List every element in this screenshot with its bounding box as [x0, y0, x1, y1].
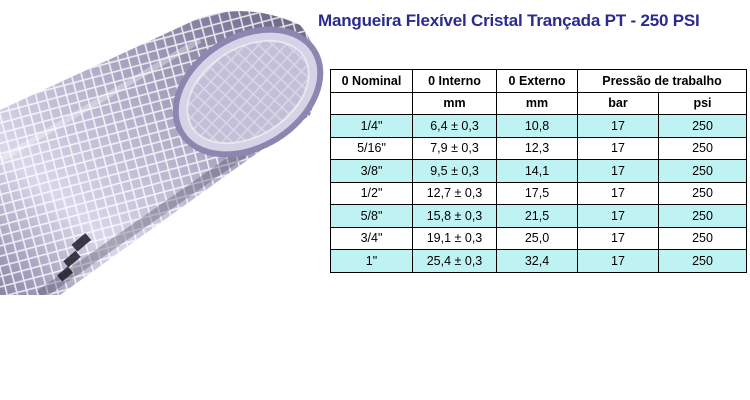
cell-psi: 250 [658, 204, 747, 228]
cell-internal: 6,4 ± 0,3 [412, 114, 497, 138]
table-units-row: mm mm bar psi [330, 91, 747, 115]
table-header-row: 0 Nominal 0 Interno 0 Externo Pressão de… [330, 69, 747, 93]
cell-external: 32,4 [496, 249, 578, 273]
cell-bar: 17 [577, 114, 659, 138]
cell-nominal: 1/2" [330, 181, 413, 205]
cell-internal: 7,9 ± 0,3 [412, 136, 497, 160]
cell-psi: 250 [658, 114, 747, 138]
cell-external: 21,5 [496, 204, 578, 228]
cell-external: 10,8 [496, 114, 578, 138]
cell-psi: 250 [658, 249, 747, 273]
cell-bar: 17 [577, 136, 659, 160]
cell-psi: 250 [658, 159, 747, 183]
cell-nominal: 3/4" [330, 226, 413, 250]
table-row: 1/2" 12,7 ± 0,3 17,5 17 250 [330, 181, 747, 205]
cell-psi: 250 [658, 226, 747, 250]
cell-bar: 17 [577, 226, 659, 250]
cell-internal: 9,5 ± 0,3 [412, 159, 497, 183]
cell-bar: 17 [577, 249, 659, 273]
hose-photo [0, 11, 324, 295]
unit-psi: psi [658, 91, 747, 115]
cell-external: 12,3 [496, 136, 578, 160]
unit-external: mm [496, 91, 578, 115]
cell-bar: 17 [577, 181, 659, 205]
cell-internal: 25,4 ± 0,3 [412, 249, 497, 273]
spec-table: 0 Nominal 0 Interno 0 Externo Pressão de… [330, 69, 747, 273]
cell-internal: 15,8 ± 0,3 [412, 204, 497, 228]
cell-external: 17,5 [496, 181, 578, 205]
table-row: 3/4" 19,1 ± 0,3 25,0 17 250 [330, 226, 747, 250]
cell-nominal: 5/16" [330, 136, 413, 160]
table-row: 1" 25,4 ± 0,3 32,4 17 250 [330, 249, 747, 273]
header-external: 0 Externo [496, 69, 578, 93]
cell-psi: 250 [658, 181, 747, 205]
table-row: 3/8" 9,5 ± 0,3 14,1 17 250 [330, 159, 747, 183]
unit-internal: mm [412, 91, 497, 115]
cell-bar: 17 [577, 159, 659, 183]
cell-external: 25,0 [496, 226, 578, 250]
page-title: Mangueira Flexível Cristal Trançada PT -… [318, 11, 700, 30]
header-pressure: Pressão de trabalho [577, 69, 747, 93]
cell-external: 14,1 [496, 159, 578, 183]
header-nominal: 0 Nominal [330, 69, 413, 93]
cell-nominal: 1/4" [330, 114, 413, 138]
table-row: 1/4" 6,4 ± 0,3 10,8 17 250 [330, 114, 747, 138]
cell-internal: 19,1 ± 0,3 [412, 226, 497, 250]
cell-nominal: 1" [330, 249, 413, 273]
header-internal: 0 Interno [412, 69, 497, 93]
cell-nominal: 5/8" [330, 204, 413, 228]
unit-nominal [330, 91, 413, 115]
cell-psi: 250 [658, 136, 747, 160]
cell-internal: 12,7 ± 0,3 [412, 181, 497, 205]
cell-bar: 17 [577, 204, 659, 228]
table-row: 5/16" 7,9 ± 0,3 12,3 17 250 [330, 136, 747, 160]
unit-bar: bar [577, 91, 659, 115]
table-row: 5/8" 15,8 ± 0,3 21,5 17 250 [330, 204, 747, 228]
cell-nominal: 3/8" [330, 159, 413, 183]
